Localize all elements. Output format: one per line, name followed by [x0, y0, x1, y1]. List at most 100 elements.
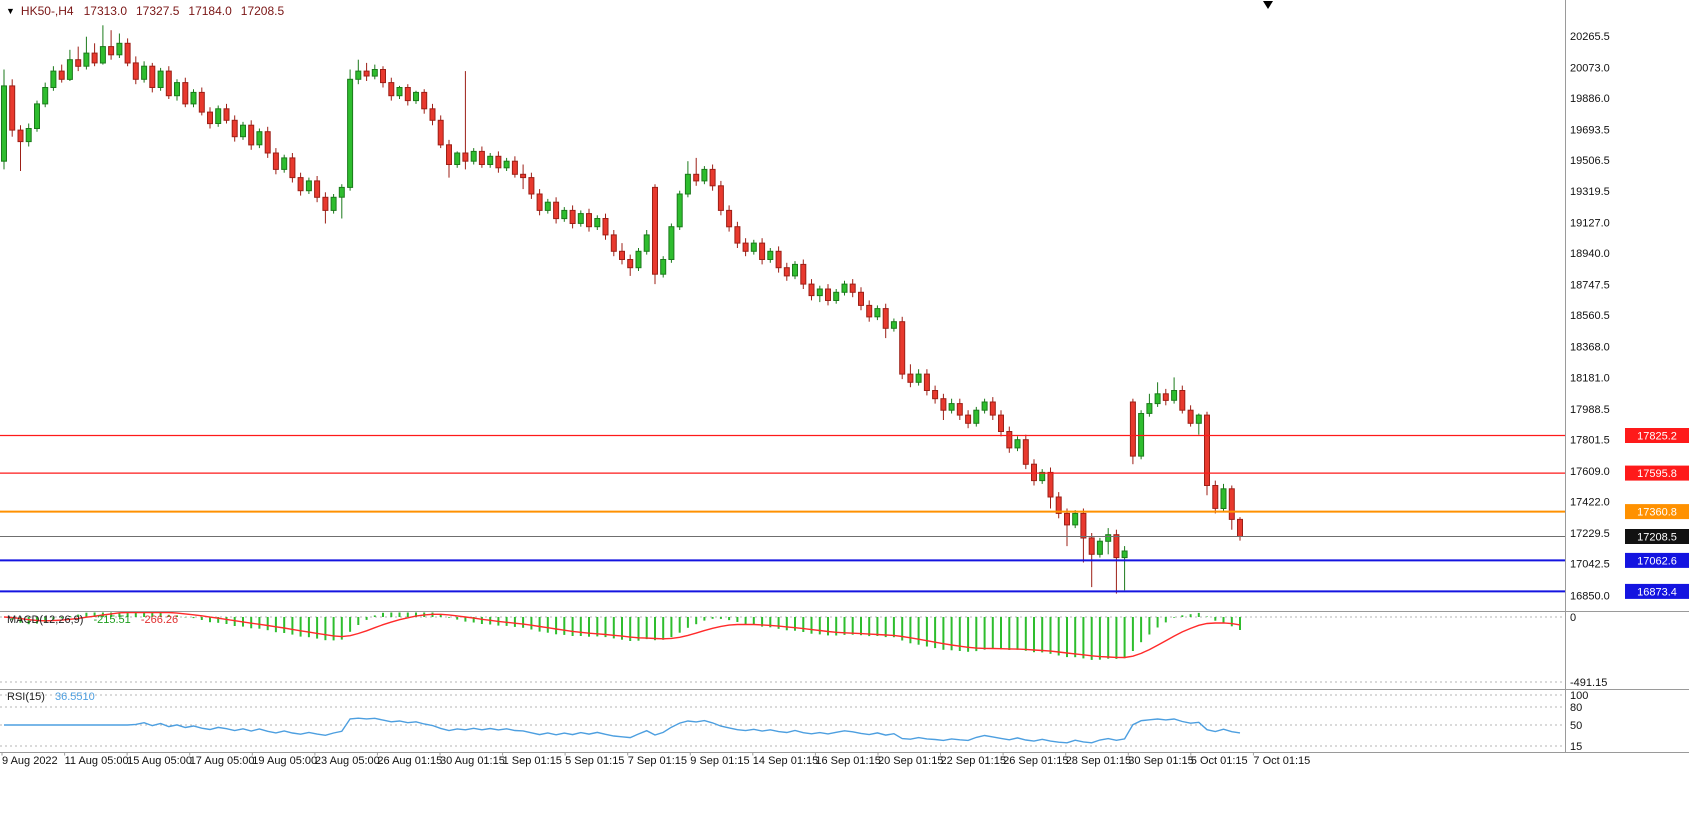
time-axis-label[interactable]: 22 Sep 01:15: [941, 755, 1006, 767]
price-level-badge-text: 17062.6: [1637, 555, 1677, 567]
candle-body: [965, 414, 972, 424]
price-levels: [0, 434, 1566, 593]
chart-shift-marker[interactable]: [1263, 1, 1273, 9]
candle-body: [446, 144, 452, 166]
time-axis-label[interactable]: 14 Sep 01:15: [753, 755, 818, 767]
time-axis-label[interactable]: 26 Aug 01:15: [377, 755, 442, 767]
candle-body: [495, 155, 502, 169]
candle-body: [940, 398, 947, 411]
ohlc-close-value: 17208.5: [240, 4, 285, 18]
macd-axis-label: -491.15: [1570, 677, 1607, 689]
candle-body: [478, 150, 485, 165]
time-axis-label[interactable]: 15 Aug 05:00: [127, 755, 192, 767]
candle-body: [536, 193, 543, 211]
candle-body: [174, 82, 180, 97]
candlestick-series: [1, 25, 1243, 594]
price-axis-label: 19886.0: [1570, 93, 1610, 105]
candle-body: [207, 111, 213, 125]
candle-body: [231, 119, 238, 138]
candle-body: [388, 82, 395, 97]
candle-body: [17, 129, 24, 143]
macd-header: MACD(12,26,9) -215.51 -266.26: [7, 614, 185, 626]
price-level-badge-text: 17360.8: [1637, 507, 1677, 519]
time-axis-label[interactable]: 17 Aug 05:00: [190, 755, 255, 767]
candle-body: [1204, 414, 1210, 487]
macd-axis-label: 0: [1570, 612, 1576, 624]
candle-body: [915, 373, 922, 383]
price-axis-label: 20073.0: [1570, 62, 1610, 74]
time-axis-label[interactable]: 30 Aug 01:15: [440, 755, 505, 767]
candle-body: [1220, 488, 1227, 509]
candle-body: [487, 155, 494, 166]
time-axis-label[interactable]: 19 Aug 05:00: [252, 755, 317, 767]
price-axis-label: 18181.0: [1570, 372, 1610, 384]
candle-body: [1121, 550, 1128, 559]
price-axis-label: 20265.5: [1570, 31, 1610, 43]
time-axis-label[interactable]: 26 Sep 01:15: [1003, 755, 1068, 767]
time-axis-label[interactable]: 23 Aug 05:00: [315, 755, 380, 767]
candle-body: [890, 321, 897, 329]
candle-body: [1237, 518, 1243, 538]
candle-body: [1096, 540, 1103, 555]
time-axis-label[interactable]: 16 Sep 01:15: [815, 755, 880, 767]
time-axis-label[interactable]: 11 Aug 05:00: [65, 755, 129, 767]
time-axis-label[interactable]: 5 Sep 01:15: [565, 755, 624, 767]
candle-body: [141, 65, 148, 80]
candle-body: [783, 267, 790, 277]
candle-body: [1039, 471, 1046, 482]
candle-body: [347, 78, 354, 188]
chart-collapse-icon[interactable]: ▼: [6, 6, 15, 16]
time-axis-label[interactable]: 30 Sep 01:15: [1128, 755, 1193, 767]
price-axis-label: 18747.5: [1570, 280, 1610, 292]
candle-body: [981, 401, 988, 411]
candle-body: [198, 91, 205, 113]
candle-body: [1031, 463, 1037, 482]
candle-body: [701, 168, 708, 182]
rsi-label: RSI(15): [7, 691, 45, 703]
time-axis-label[interactable]: 9 Sep 01:15: [690, 755, 749, 767]
candle-body: [413, 91, 419, 102]
time-axis-label[interactable]: 5 Oct 01:15: [1191, 755, 1248, 767]
time-axis-label[interactable]: 1 Sep 01:15: [503, 755, 562, 767]
time-axis-label[interactable]: 9 Aug 2022: [2, 755, 58, 767]
candle-body: [165, 70, 172, 97]
price-axis-label: 17422.0: [1570, 497, 1610, 509]
candle-body: [132, 62, 139, 80]
candle-body: [742, 242, 749, 252]
candle-body: [330, 196, 337, 211]
candle-body: [1129, 401, 1136, 457]
price-axis-label: 18368.0: [1570, 342, 1610, 354]
candle-body: [66, 59, 73, 80]
candle-body: [1088, 537, 1095, 555]
candle-body: [248, 124, 255, 146]
time-axis-label[interactable]: 7 Oct 01:15: [1253, 755, 1310, 767]
candle-body: [256, 131, 263, 146]
candle-body: [841, 283, 848, 293]
candle-body: [792, 263, 798, 277]
time-axis-label[interactable]: 28 Sep 01:15: [1066, 755, 1131, 767]
candle-body: [297, 177, 304, 192]
candle-body: [404, 87, 411, 102]
price-axis-label: 17988.5: [1570, 404, 1610, 416]
candle-body: [83, 52, 90, 67]
candle-body: [50, 70, 57, 88]
candle-body: [124, 42, 131, 64]
candle-body: [561, 209, 568, 220]
time-axis-label[interactable]: 7 Sep 01:15: [628, 755, 687, 767]
candle-body: [858, 291, 864, 306]
candle-body: [1212, 485, 1219, 509]
rsi-line: [4, 717, 1241, 744]
candle-body: [511, 160, 518, 175]
candle-body: [1187, 409, 1194, 424]
price-axis: 20265.5 20073.0 19886.0 19693.5 19506.5 19319…: [1570, 31, 1610, 602]
candle-body: [866, 304, 873, 318]
candle-body: [932, 390, 939, 400]
macd-main-value: -215.51: [93, 614, 131, 626]
candle-body: [355, 70, 362, 80]
candle-body: [34, 103, 40, 130]
candle-body: [1014, 439, 1021, 449]
rsi-axis-label: 15: [1570, 741, 1582, 753]
time-axis-label[interactable]: 20 Sep 01:15: [878, 755, 943, 767]
